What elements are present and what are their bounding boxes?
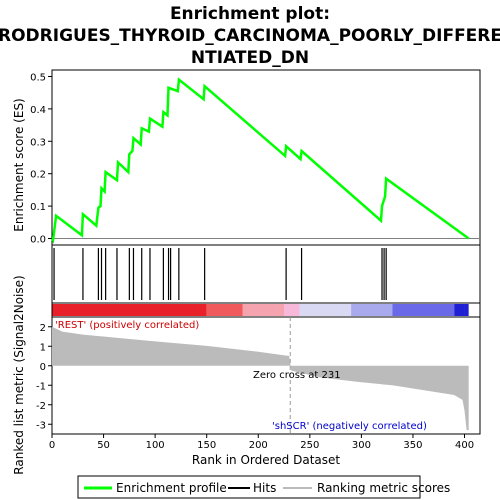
metric-x-ticks: 0 50 100 150 200 250 300 350 400 [49, 434, 474, 451]
es-y-ticks: 0.0 0.1 0.2 0.3 0.4 0.5 [30, 72, 52, 246]
heatmap-segment [392, 304, 455, 316]
chart-title-line1: Enrichment plot: [170, 4, 330, 24]
heatmap-segment [284, 304, 300, 316]
chart-title-line2: RODRIGUES_THYROID_CARCINOMA_POORLY_DIFFE… [0, 26, 500, 46]
es-y-tick-label: 0.3 [30, 137, 46, 148]
metric-y-tick-label: -2 [36, 401, 46, 412]
metric-y-tick-label: 2 [40, 323, 46, 334]
metric-x-tick-label: 50 [97, 440, 110, 451]
enrichment-profile-line [50, 77, 470, 244]
es-panel-frame [51, 69, 481, 246]
metric-x-tick-label: 100 [146, 440, 165, 451]
heatmap-segment [206, 304, 243, 316]
metric-x-axis-label: Rank in Ordered Dataset [192, 453, 340, 467]
metric-x-tick-label: 300 [352, 440, 371, 451]
es-y-tick-label: 0.5 [30, 72, 46, 83]
es-y-axis-label: Enrichment score (ES) [12, 98, 26, 231]
metric-y-tick-label: 0 [40, 362, 46, 373]
es-panel: 0.0 0.1 0.2 0.3 0.4 0.5 Enrichment score (ES) [12, 69, 481, 246]
ranking-metric-area [52, 326, 469, 431]
metric-x-tick-label: 350 [403, 440, 422, 451]
metric-y-tick-label: -1 [36, 381, 46, 392]
metric-x-tick-label: 0 [49, 440, 55, 451]
es-y-tick-label: 0.1 [30, 202, 46, 213]
heatmap-segment [52, 304, 207, 316]
chart-title-line3: NTIATED_DN [191, 48, 309, 68]
metric-y-tick-label: -3 [36, 420, 46, 431]
heatmap-segment [464, 304, 469, 316]
metric-x-tick-label: 200 [249, 440, 268, 451]
es-y-tick-label: 0.0 [30, 235, 46, 246]
metric-x-tick-label: 250 [300, 440, 319, 451]
positive-correlation-label: 'REST' (positively correlated) [55, 320, 199, 331]
legend-ranking-label: Ranking metric scores [317, 481, 450, 495]
hits-panel-frame [51, 244, 481, 304]
hits-panel [51, 244, 481, 304]
metric-y-axis-label: Ranked list metric (Signal2Noise) [12, 275, 26, 474]
heatmap-segment [454, 304, 465, 316]
metric-x-tick-label: 150 [197, 440, 216, 451]
metric-y-tick-label: 1 [40, 342, 46, 353]
es-y-tick-label: 0.2 [30, 170, 46, 181]
es-y-tick-label: 0.4 [30, 105, 46, 116]
heatmap-segment [242, 304, 285, 316]
legend-enrichment-label: Enrichment profile [116, 481, 227, 495]
metric-x-tick-label: 400 [455, 440, 474, 451]
legend-hits-label: Hits [253, 481, 276, 495]
negative-correlation-label: 'shSCR' (negatively correlated) [272, 421, 427, 432]
heatmap-segment [299, 304, 352, 316]
ranked-metric-panel: -3 -2 -1 0 1 2 0 50 100 150 200 250 300 350 400 'REST… [12, 275, 481, 475]
metric-y-ticks: -3 -2 -1 0 1 2 [36, 323, 52, 431]
zero-cross-label: Zero cross at 231 [253, 370, 341, 381]
heatmap-segment [351, 304, 393, 316]
legend: Enrichment profile Hits Ranking metric s… [77, 475, 450, 499]
heatmap-bar [51, 302, 481, 318]
hit-marks [53, 248, 387, 300]
